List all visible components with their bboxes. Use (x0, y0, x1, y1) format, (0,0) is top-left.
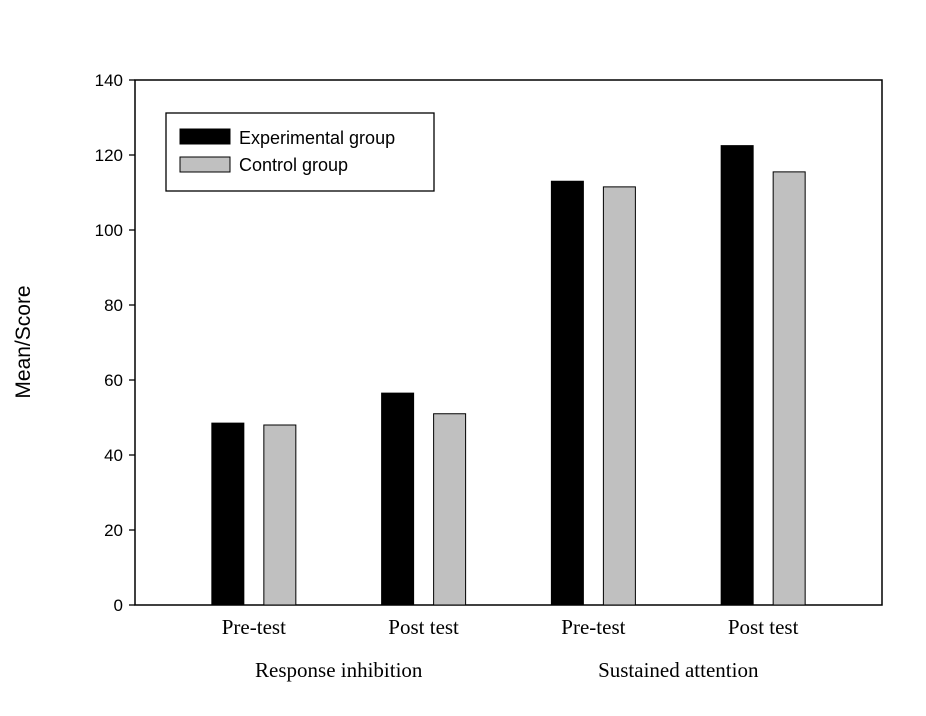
y-tick-label: 0 (114, 596, 123, 615)
plot-frame (134, 79, 883, 606)
bar-experimental (381, 392, 415, 606)
legend: Experimental group Control group (165, 112, 435, 192)
bar-experimental (211, 422, 245, 606)
y-tick-label: 100 (95, 221, 123, 240)
x-axis: Pre-test Post test Pre-test Post test Respon… (222, 615, 799, 682)
y-tick-label: 60 (104, 371, 123, 390)
x-category-label: Post test (728, 615, 799, 639)
bar-control (263, 424, 297, 606)
x-group-label: Sustained attention (598, 658, 759, 682)
bar-experimental (550, 180, 584, 606)
y-tick-label: 80 (104, 296, 123, 315)
legend-swatch-experimental (179, 128, 231, 145)
bar-experimental (720, 145, 754, 606)
y-tick-label: 140 (95, 71, 123, 90)
x-category-label: Pre-test (561, 615, 625, 639)
x-category-label: Post test (388, 615, 459, 639)
y-tick-label: 20 (104, 521, 123, 540)
legend-label-experimental: Experimental group (239, 128, 395, 148)
x-group-label: Response inhibition (255, 658, 423, 682)
legend-label-control: Control group (239, 155, 348, 175)
x-category-label: Pre-test (222, 615, 286, 639)
bars (211, 145, 806, 606)
y-tick-label: 40 (104, 446, 123, 465)
bar-control (602, 186, 636, 606)
y-axis: 0 20 40 60 80 100 120 140 (95, 71, 135, 615)
y-tick-label: 120 (95, 146, 123, 165)
bar-control (433, 413, 467, 606)
y-axis-title: Mean/Score (12, 285, 35, 398)
legend-swatch-control (179, 156, 231, 173)
legend-box (165, 112, 435, 192)
bar-control (772, 171, 806, 606)
